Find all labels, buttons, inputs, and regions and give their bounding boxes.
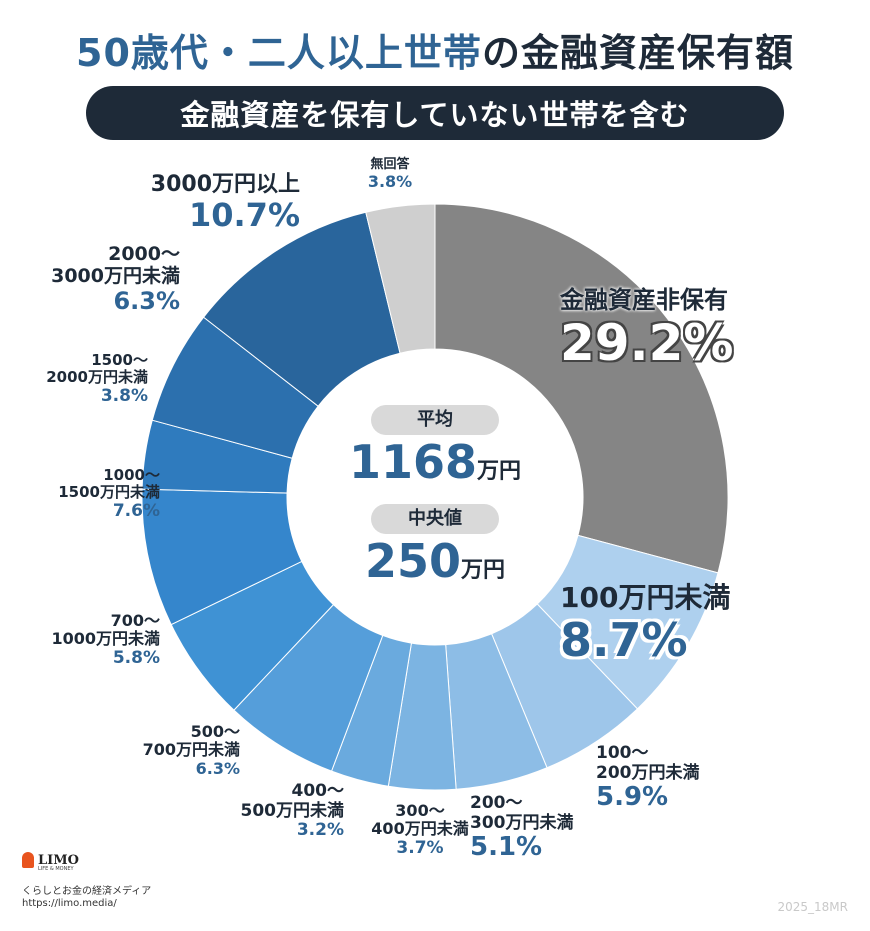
- slice-label: 400〜 500万円未満 3.2%: [226, 781, 345, 841]
- slice-label-name: 400〜: [291, 781, 345, 801]
- slice-label-name: 300〜: [395, 801, 445, 820]
- slice-label-name: 1500万円未満: [58, 483, 160, 502]
- slice-label-percent: 7.6%: [112, 500, 160, 521]
- slice-label-percent: 6.3%: [113, 286, 180, 315]
- slice-label-percent: 5.9%: [596, 782, 669, 813]
- chart-subtitle: 金融資産を保有していない世帯を含む: [86, 86, 784, 140]
- slice-label-name: 300万円未満: [470, 812, 574, 833]
- slice-label-name: 1000〜: [103, 466, 160, 484]
- slice-label-name: 1500〜: [91, 351, 148, 369]
- slice-label-name: 2000万円未満: [46, 368, 148, 387]
- footer-tagline: くらしとお金の経済メディア: [22, 886, 152, 897]
- slice-label-name: 100〜: [596, 743, 649, 763]
- slice-label-name: 500〜: [190, 722, 240, 741]
- slice-label: 金融資産非保有 29.2%: [560, 286, 800, 372]
- chart-title-part2: の金融資産保有額: [481, 31, 794, 75]
- pie-slice: [434, 203, 729, 574]
- slice-label-name: 2000〜: [108, 243, 180, 265]
- slice-label: 1500〜 2000万円未満 3.8%: [20, 351, 148, 406]
- slice-label-name: 700万円未満: [142, 740, 240, 760]
- slice-label: 無回答 3.8%: [345, 157, 435, 191]
- slice-label-name: 100万円未満: [560, 581, 731, 614]
- slice-label-percent: 5.8%: [112, 647, 160, 668]
- slice-label-percent: 3.8%: [367, 171, 413, 191]
- mean-unit: 万円: [477, 459, 522, 484]
- slice-label: 1000〜 1500万円未満 7.6%: [20, 466, 160, 521]
- slice-label-percent: 29.2%: [560, 313, 734, 372]
- mean-value-line: 1168万円: [295, 435, 575, 490]
- limo-logo: LIMO LIFE & MONEY: [22, 852, 79, 872]
- slice-label: 700〜 1000万円未満 5.8%: [30, 611, 160, 668]
- slice-label: 500〜 700万円未満 6.3%: [100, 722, 240, 778]
- slice-label: 2000〜 3000万円未満 6.3%: [20, 243, 180, 315]
- slice-label-percent: 8.7%: [560, 613, 688, 668]
- center-summary: 平均 1168万円 中央値 250万円: [295, 405, 575, 589]
- slice-label-percent: 3.7%: [396, 837, 444, 858]
- flame-icon: [22, 852, 34, 868]
- slice-label-name: 500万円未満: [240, 800, 345, 821]
- slice-label-name: 700〜: [110, 611, 160, 630]
- chart-title-part1: 50歳代・二人以上世帯: [76, 31, 482, 75]
- slice-label-percent: 10.7%: [188, 196, 300, 235]
- slice-label-name: 400万円未満: [371, 819, 469, 839]
- slice-label: 100万円未満 8.7%: [560, 581, 800, 668]
- slice-label-name: 200万円未満: [596, 762, 700, 783]
- logo-text: LIMO: [38, 852, 79, 868]
- slice-label: 3000万円以上 10.7%: [100, 172, 300, 234]
- slice-label-name: 1000万円未満: [51, 629, 160, 649]
- median-unit: 万円: [461, 558, 506, 584]
- footer-url: https://limo.media/: [22, 898, 117, 909]
- slice-label-name: 3000万円以上: [150, 172, 300, 197]
- slice-label: 100〜 200万円未満 5.9%: [596, 743, 746, 813]
- slice-label-percent: 5.1%: [470, 832, 543, 863]
- slice-label-percent: 3.2%: [296, 820, 344, 841]
- mean-value: 1168: [348, 435, 477, 489]
- median-value-line: 250万円: [295, 534, 575, 589]
- pie-slice: [365, 203, 436, 354]
- median-label: 中央値: [371, 504, 499, 535]
- slice-label-name: 金融資産非保有: [560, 286, 728, 314]
- slice-label-name: 200〜: [470, 793, 523, 813]
- footer-code: 2025_18MR: [777, 900, 849, 914]
- median-value: 250: [364, 534, 461, 589]
- chart-title: 50歳代・二人以上世帯の金融資産保有額: [0, 22, 870, 77]
- slice-label: 200〜 300万円未満 5.1%: [470, 793, 620, 863]
- slice-label: 300〜 400万円未満 3.7%: [360, 801, 480, 858]
- slice-label-percent: 6.3%: [195, 758, 240, 778]
- logo-subtext: LIFE & MONEY: [38, 866, 74, 872]
- slice-label-name: 3000万円未満: [51, 264, 180, 287]
- slice-label-percent: 3.8%: [100, 385, 148, 406]
- mean-label: 平均: [371, 405, 499, 435]
- slice-label-name: 無回答: [370, 157, 410, 172]
